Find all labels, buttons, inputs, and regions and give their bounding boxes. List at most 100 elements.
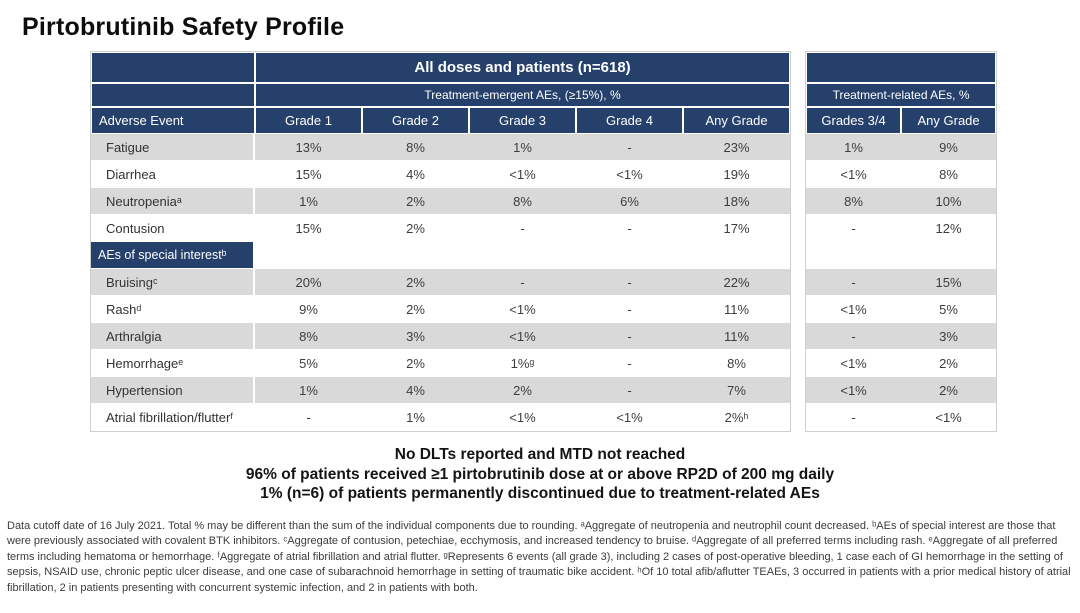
section-blank bbox=[255, 242, 791, 269]
sub-header-row: Treatment-emergent AEs, (≥15%), % bbox=[91, 83, 791, 107]
value-cell: - bbox=[469, 269, 576, 296]
value-cell: <1% bbox=[806, 296, 902, 323]
value-cell: 2% bbox=[901, 350, 997, 377]
value-cell: 3% bbox=[362, 323, 469, 350]
safety-tables: All doses and patients (n=618) Treatment… bbox=[90, 51, 1080, 432]
table-row: <1% 2% bbox=[806, 377, 997, 404]
table-row: Hemorrhageᵉ 5% 2% 1%ᵍ -8% bbox=[91, 350, 791, 377]
span-header-row: All doses and patients (n=618) bbox=[91, 52, 791, 83]
value-cell: 1%ᵍ bbox=[469, 350, 576, 377]
value-cell: <1% bbox=[806, 377, 902, 404]
value-cell: 22% bbox=[683, 269, 791, 296]
value-cell: 8% bbox=[362, 134, 469, 161]
value-cell: - bbox=[806, 323, 902, 350]
value-cell: 15% bbox=[255, 215, 362, 242]
value-cell: 1% bbox=[255, 188, 362, 215]
value-cell: - bbox=[576, 323, 683, 350]
table-row: <1% 5% bbox=[806, 296, 997, 323]
adverse-event-label: Diarrhea bbox=[91, 161, 255, 188]
column-header-row: Grades 3/4 Any Grade bbox=[806, 107, 997, 134]
trae-sub-header: Treatment-related AEs, % bbox=[806, 83, 997, 107]
all-doses-header: All doses and patients (n=618) bbox=[255, 52, 791, 83]
value-cell: - bbox=[576, 269, 683, 296]
table-row: Bruisingᶜ 20% 2% - -22% bbox=[91, 269, 791, 296]
value-cell: 8% bbox=[255, 323, 362, 350]
value-cell: 1% bbox=[806, 134, 902, 161]
value-cell: <1% bbox=[806, 161, 902, 188]
table-row: -3% bbox=[806, 323, 997, 350]
grade1-header: Grade 1 bbox=[255, 107, 362, 134]
table-row: Hypertension 1% 4% 2% -7% bbox=[91, 377, 791, 404]
value-cell: 1% bbox=[362, 404, 469, 431]
section-blank bbox=[806, 242, 997, 269]
any-grade-header: Any Grade bbox=[683, 107, 791, 134]
value-cell: 20% bbox=[255, 269, 362, 296]
value-cell: 9% bbox=[901, 134, 997, 161]
any-grade-header: Any Grade bbox=[901, 107, 997, 134]
adverse-event-label: Rashᵈ bbox=[91, 296, 255, 323]
table-row: -12% bbox=[806, 215, 997, 242]
value-cell: - bbox=[806, 269, 902, 296]
value-cell: 4% bbox=[362, 377, 469, 404]
adverse-event-label: Neutropeniaᵃ bbox=[91, 188, 255, 215]
value-cell: 8% bbox=[901, 161, 997, 188]
value-cell: - bbox=[806, 404, 902, 431]
value-cell: 8% bbox=[469, 188, 576, 215]
table-row: Diarrhea 15% 4% <1% <1% 19% bbox=[91, 161, 791, 188]
grades34-header: Grades 3/4 bbox=[806, 107, 902, 134]
table-row: 1% 9% bbox=[806, 134, 997, 161]
value-cell: 5% bbox=[901, 296, 997, 323]
value-cell: - bbox=[469, 215, 576, 242]
value-cell: 1% bbox=[469, 134, 576, 161]
value-cell: 11% bbox=[683, 296, 791, 323]
corner-cell bbox=[91, 52, 255, 83]
value-cell: 19% bbox=[683, 161, 791, 188]
value-cell: 2% bbox=[362, 188, 469, 215]
summary-block: No DLTs reported and MTD not reached 96%… bbox=[0, 445, 1080, 504]
value-cell: 7% bbox=[683, 377, 791, 404]
grade3-header: Grade 3 bbox=[469, 107, 576, 134]
value-cell: 5% bbox=[255, 350, 362, 377]
treatment-emergent-table: All doses and patients (n=618) Treatment… bbox=[90, 51, 792, 432]
value-cell: 2%ʰ bbox=[683, 404, 791, 431]
value-cell: 23% bbox=[683, 134, 791, 161]
value-cell: <1% bbox=[576, 161, 683, 188]
value-cell: 1% bbox=[255, 377, 362, 404]
value-cell: 11% bbox=[683, 323, 791, 350]
adverse-event-label: Hemorrhageᵉ bbox=[91, 350, 255, 377]
adverse-event-label: Arthralgia bbox=[91, 323, 255, 350]
value-cell: 2% bbox=[362, 215, 469, 242]
footnotes: Data cutoff date of 16 July 2021. Total … bbox=[7, 519, 1071, 594]
table-row: Arthralgia 8% 3% <1% -11% bbox=[91, 323, 791, 350]
value-cell: <1% bbox=[901, 404, 997, 431]
value-cell: - bbox=[576, 134, 683, 161]
table-row: Contusion 15% 2% - -17% bbox=[91, 215, 791, 242]
table-row: Atrial fibrillation/flutterᶠ -1% <1% <1% 2%ʰ bbox=[91, 404, 791, 431]
blank-header-cell bbox=[806, 52, 997, 83]
teae-sub-header: Treatment-emergent AEs, (≥15%), % bbox=[255, 83, 791, 107]
summary-line-dlt: No DLTs reported and MTD not reached bbox=[394, 446, 686, 463]
table-row: -15% bbox=[806, 269, 997, 296]
value-cell: 13% bbox=[255, 134, 362, 161]
table-row: <1% 8% bbox=[806, 161, 997, 188]
table-row: Fatigue 13% 8% 1% -23% bbox=[91, 134, 791, 161]
value-cell: 17% bbox=[683, 215, 791, 242]
value-cell: <1% bbox=[576, 404, 683, 431]
value-cell: - bbox=[255, 404, 362, 431]
value-cell: 10% bbox=[901, 188, 997, 215]
value-cell: <1% bbox=[469, 161, 576, 188]
value-cell: - bbox=[576, 377, 683, 404]
adverse-event-label: Contusion bbox=[91, 215, 255, 242]
value-cell: 4% bbox=[362, 161, 469, 188]
value-cell: 6% bbox=[576, 188, 683, 215]
summary-line-rp2d: 96% of patients received ≥1 pirtobrutini… bbox=[245, 465, 835, 483]
value-cell: 15% bbox=[901, 269, 997, 296]
value-cell: 2% bbox=[362, 269, 469, 296]
section-label: AEs of special interestᵇ bbox=[91, 242, 255, 269]
value-cell: 3% bbox=[901, 323, 997, 350]
value-cell: <1% bbox=[469, 323, 576, 350]
table-row: <1% 2% bbox=[806, 350, 997, 377]
table-row: 8% 10% bbox=[806, 188, 997, 215]
grade4-header: Grade 4 bbox=[576, 107, 683, 134]
summary-line-discontinued: 1% (n=6) of patients permanently discont… bbox=[260, 485, 820, 502]
